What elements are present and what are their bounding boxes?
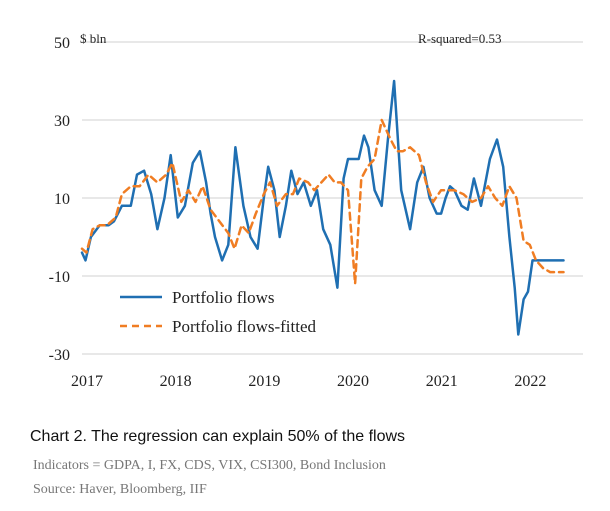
series-lines	[80, 79, 565, 336]
gridlines	[82, 41, 583, 355]
x-tick-label: 2021	[426, 373, 458, 390]
y-tick-label: 10	[54, 191, 70, 208]
y-tick-label: -10	[49, 269, 70, 286]
y-axis-ticks: 50 30 10 -10 -30	[49, 35, 70, 364]
x-tick-label: 2018	[160, 373, 192, 390]
x-axis-ticks: 2017 2018 2019 2020 2021 2022	[71, 373, 546, 390]
legend-label-portfolio-flows: Portfolio flows	[172, 288, 274, 307]
legend: Portfolio flows Portfolio flows-fitted	[120, 288, 317, 336]
r-squared-annotation: R-squared=0.53	[418, 31, 502, 46]
series-line-portfolio-flows	[80, 79, 565, 336]
legend-label-portfolio-flows-fitted: Portfolio flows-fitted	[172, 317, 317, 336]
x-tick-label: 2020	[337, 373, 369, 390]
y-tick-label: -30	[49, 347, 70, 364]
y-tick-label: 30	[54, 113, 70, 130]
y-axis-unit-label: $ bln	[80, 31, 107, 46]
x-tick-label: 2022	[514, 373, 546, 390]
x-tick-label: 2019	[248, 373, 280, 390]
indicators-note: Indicators = GDPA, I, FX, CDS, VIX, CSI3…	[33, 458, 386, 473]
series-line-portfolio-flows-fitted	[80, 118, 565, 286]
chart-caption-title: Chart 2. The regression can explain 50% …	[30, 428, 406, 445]
chart-area: 50 30 10 -10 -30 2017 2018 2019 2020 2021 2022 $ …	[49, 31, 583, 390]
x-tick-label: 2017	[71, 373, 103, 390]
y-tick-label: 50	[54, 35, 70, 52]
source-note: Source: Haver, Bloomberg, IIF	[33, 482, 207, 497]
